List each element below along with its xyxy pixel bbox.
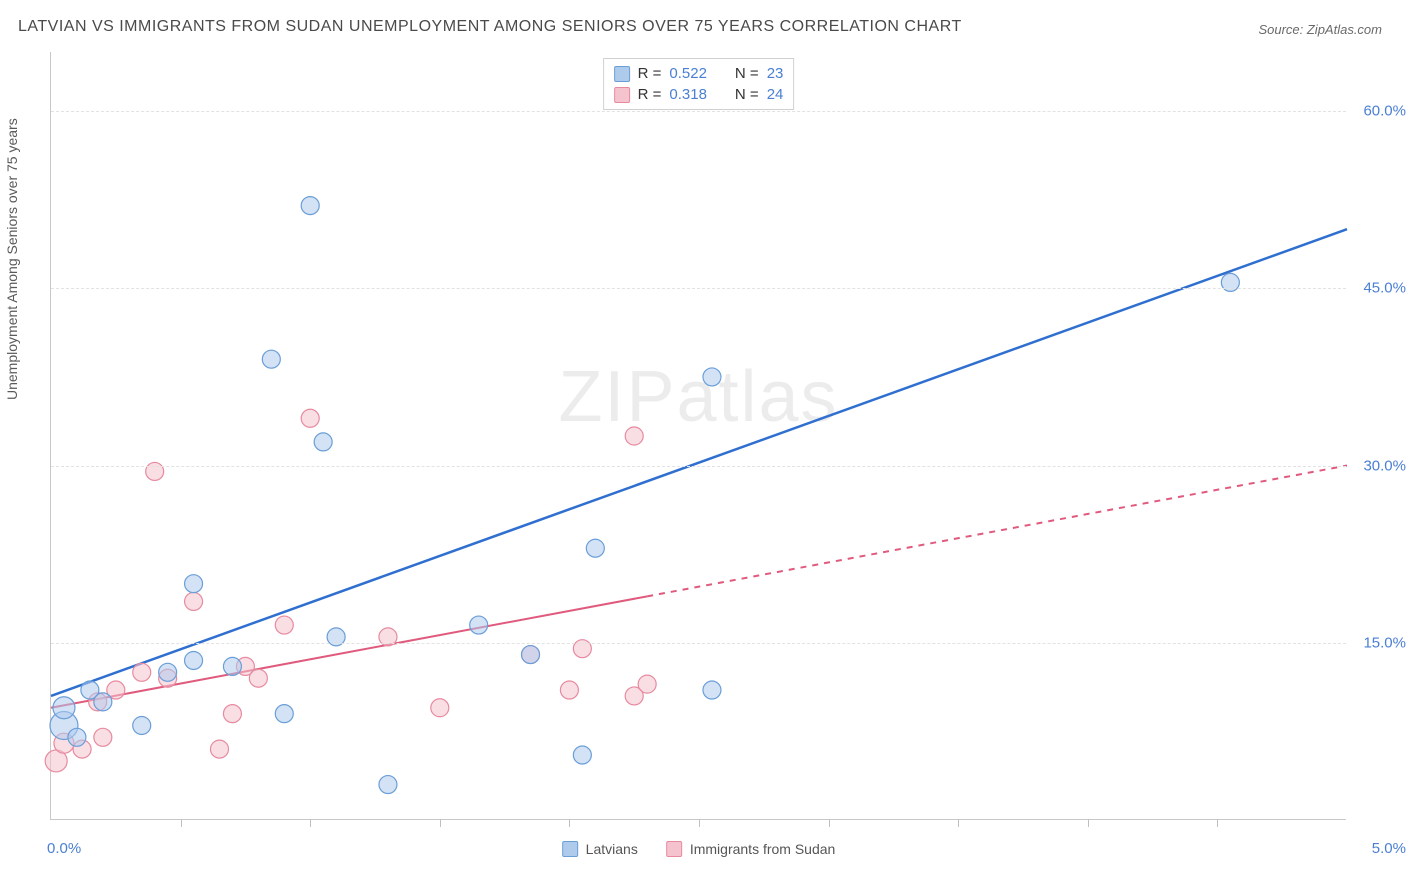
swatch-latvians	[614, 66, 630, 82]
data-point	[223, 657, 241, 675]
y-tick-label: 30.0%	[1363, 457, 1406, 474]
r-value-sudan: 0.318	[669, 86, 707, 103]
legend-item-sudan: Immigrants from Sudan	[666, 841, 836, 857]
gridline	[51, 466, 1346, 467]
data-point	[94, 728, 112, 746]
legend-swatch-sudan	[666, 841, 682, 857]
data-point	[249, 669, 267, 687]
data-point	[301, 197, 319, 215]
legend-label-sudan: Immigrants from Sudan	[690, 841, 836, 857]
x-tick	[958, 819, 959, 827]
data-point	[210, 740, 228, 758]
n-value-sudan: 24	[767, 86, 784, 103]
data-point	[573, 746, 591, 764]
n-label: N =	[735, 86, 759, 103]
data-point	[703, 681, 721, 699]
stats-legend-box: R = 0.522 N = 23 R = 0.318 N = 24	[603, 58, 795, 110]
y-tick-label: 45.0%	[1363, 280, 1406, 297]
legend-item-latvians: Latvians	[562, 841, 638, 857]
legend-label-latvians: Latvians	[586, 841, 638, 857]
data-point	[133, 663, 151, 681]
x-tick	[699, 819, 700, 827]
data-point	[431, 699, 449, 717]
r-value-latvians: 0.522	[669, 65, 707, 82]
legend-swatch-latvians	[562, 841, 578, 857]
n-value-latvians: 23	[767, 65, 784, 82]
data-point	[68, 728, 86, 746]
data-point	[223, 705, 241, 723]
r-label: R =	[638, 65, 662, 82]
data-point	[379, 776, 397, 794]
gridline	[51, 111, 1346, 112]
data-point	[94, 693, 112, 711]
x-tick	[1088, 819, 1089, 827]
data-point	[314, 433, 332, 451]
data-point	[262, 350, 280, 368]
data-point	[560, 681, 578, 699]
series-legend: Latvians Immigrants from Sudan	[562, 841, 836, 857]
data-point	[185, 651, 203, 669]
y-tick-label: 60.0%	[1363, 103, 1406, 120]
data-point	[159, 663, 177, 681]
data-point	[275, 616, 293, 634]
n-label: N =	[735, 65, 759, 82]
data-point	[185, 575, 203, 593]
x-tick-label-left: 0.0%	[47, 840, 81, 857]
data-point	[133, 716, 151, 734]
data-point	[586, 539, 604, 557]
data-point	[53, 697, 75, 719]
r-label: R =	[638, 86, 662, 103]
x-tick	[829, 819, 830, 827]
y-tick-label: 15.0%	[1363, 634, 1406, 651]
source-attribution: Source: ZipAtlas.com	[1258, 22, 1382, 37]
chart-plot-area: ZIPatlas R = 0.522 N = 23 R = 0.318 N = …	[50, 52, 1346, 820]
x-tick	[310, 819, 311, 827]
swatch-sudan	[614, 87, 630, 103]
data-point	[703, 368, 721, 386]
y-axis-label: Unemployment Among Seniors over 75 years	[4, 118, 20, 400]
stats-row-sudan: R = 0.318 N = 24	[614, 84, 784, 105]
data-point	[625, 427, 643, 445]
x-tick	[569, 819, 570, 827]
chart-title: LATVIAN VS IMMIGRANTS FROM SUDAN UNEMPLO…	[18, 18, 962, 36]
data-point	[522, 646, 540, 664]
data-point	[185, 592, 203, 610]
data-point	[638, 675, 656, 693]
x-tick	[1217, 819, 1218, 827]
source-name: ZipAtlas.com	[1307, 22, 1382, 37]
x-tick	[440, 819, 441, 827]
gridline	[51, 643, 1346, 644]
data-point	[470, 616, 488, 634]
scatter-plot-svg	[51, 52, 1346, 819]
data-point	[301, 409, 319, 427]
data-point	[275, 705, 293, 723]
gridline	[51, 288, 1346, 289]
x-tick	[181, 819, 182, 827]
stats-row-latvians: R = 0.522 N = 23	[614, 63, 784, 84]
x-tick-label-right: 5.0%	[1372, 840, 1406, 857]
source-prefix: Source:	[1258, 22, 1306, 37]
